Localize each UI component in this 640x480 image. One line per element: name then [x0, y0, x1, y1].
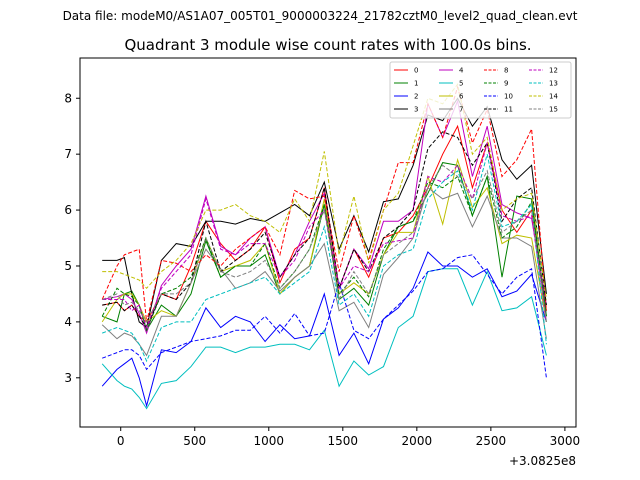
y-tick-label: 5	[64, 259, 72, 273]
legend-label-13: 13	[549, 80, 558, 88]
x-tick-label: 3000	[550, 434, 581, 448]
y-tick-label: 8	[64, 91, 72, 105]
series-line-12	[102, 142, 547, 329]
series-line-13	[102, 154, 547, 363]
legend-label-6: 6	[459, 93, 464, 101]
legend-box	[389, 61, 572, 119]
legend-label-12: 12	[549, 67, 558, 75]
legend-label-4: 4	[459, 67, 464, 75]
legend-label-0: 0	[414, 67, 418, 75]
x-axis-offset-label: +3.0825e8	[509, 454, 576, 468]
series-line-15	[102, 164, 547, 323]
chart-title: Quadrant 3 module wise count rates with …	[124, 36, 531, 54]
legend-label-1: 1	[414, 80, 418, 88]
legend-label-11: 11	[504, 106, 513, 114]
legend-label-14: 14	[549, 93, 558, 101]
series-line-10	[102, 254, 547, 378]
y-tick-label: 7	[64, 147, 72, 161]
y-tick-label: 4	[64, 315, 72, 329]
legend-label-3: 3	[414, 106, 418, 114]
x-tick-label: 0	[117, 434, 125, 448]
series-line-9	[101, 174, 547, 332]
legend-label-10: 10	[504, 93, 513, 101]
x-tick-label: 1500	[328, 434, 359, 448]
series-line-14	[102, 83, 547, 300]
plot-area	[101, 83, 547, 410]
legend-label-2: 2	[414, 93, 418, 101]
series-line-7	[101, 186, 547, 357]
series-line-11	[102, 131, 547, 329]
x-axis: 0 500 1000 1500 2000 2500 3000	[117, 427, 580, 448]
y-tick-label: 6	[64, 203, 72, 217]
y-tick-label: 3	[64, 371, 72, 385]
legend-label-5: 5	[459, 80, 463, 88]
y-axis: 3 4 5 6 7 8	[64, 91, 80, 385]
x-tick-label: 2000	[402, 434, 433, 448]
legend-label-9: 9	[504, 80, 508, 88]
series-line-8	[101, 85, 547, 323]
legend-label-15: 15	[549, 106, 558, 114]
x-tick-label: 500	[183, 434, 206, 448]
series-line-5	[101, 268, 547, 410]
x-tick-label: 2500	[476, 434, 507, 448]
figure-suptitle: Data file: modeM0/AS1A07_005T01_90000032…	[63, 9, 578, 23]
axes-frame	[79, 57, 577, 428]
series-line-4	[102, 99, 547, 335]
x-tick-label: 1000	[254, 434, 285, 448]
legend-label-7: 7	[459, 106, 463, 114]
legend-label-8: 8	[504, 67, 508, 75]
